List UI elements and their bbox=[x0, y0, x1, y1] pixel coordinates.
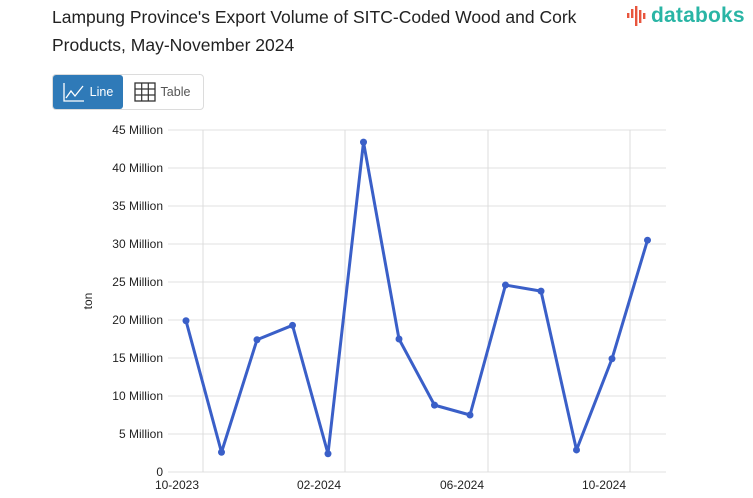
svg-text:25 Million: 25 Million bbox=[112, 275, 163, 289]
table-label: Table bbox=[160, 85, 191, 99]
data-points bbox=[182, 138, 651, 458]
svg-text:30 Million: 30 Million bbox=[112, 237, 163, 251]
data-point[interactable] bbox=[182, 317, 190, 325]
data-point[interactable] bbox=[360, 138, 367, 146]
data-point[interactable] bbox=[253, 336, 261, 344]
data-point[interactable] bbox=[431, 401, 438, 409]
data-point[interactable] bbox=[573, 446, 580, 454]
table-grid-icon bbox=[133, 82, 156, 102]
svg-text:0: 0 bbox=[156, 465, 163, 479]
svg-text:06-2024: 06-2024 bbox=[440, 478, 484, 492]
data-point[interactable] bbox=[289, 321, 296, 329]
databoks-logo[interactable]: databoks bbox=[626, 4, 745, 28]
svg-text:10-2024: 10-2024 bbox=[582, 478, 626, 492]
chart-grid bbox=[168, 129, 666, 473]
y-axis: 0 5 Million 10 Million 15 Million 20 Million… bbox=[112, 123, 163, 479]
logo-text: databoks bbox=[651, 4, 745, 27]
chart-title: Lampung Province's Export Volume of SITC… bbox=[52, 7, 577, 55]
line-label: Line bbox=[89, 85, 114, 99]
line-chart-icon bbox=[63, 83, 84, 102]
data-point[interactable] bbox=[218, 448, 225, 456]
line-view-button[interactable]: Line bbox=[53, 75, 123, 109]
data-point[interactable] bbox=[608, 355, 616, 363]
data-point[interactable] bbox=[395, 335, 403, 343]
data-point[interactable] bbox=[324, 450, 332, 458]
bar-wave-icon bbox=[627, 6, 646, 26]
data-point[interactable] bbox=[502, 281, 509, 289]
data-point[interactable] bbox=[466, 411, 474, 419]
svg-text:40 Million: 40 Million bbox=[112, 161, 163, 175]
svg-text:02-2024: 02-2024 bbox=[297, 478, 341, 492]
svg-text:10 Million: 10 Million bbox=[112, 389, 163, 403]
table-view-button[interactable]: Table bbox=[123, 75, 201, 109]
svg-text:15 Million: 15 Million bbox=[112, 351, 163, 365]
svg-text:10-2023: 10-2023 bbox=[155, 478, 199, 492]
svg-text:35 Million: 35 Million bbox=[112, 199, 163, 213]
view-toggle: Line Table bbox=[52, 74, 204, 110]
y-axis-label: ton bbox=[81, 293, 95, 310]
x-axis: 10-2023 02-2024 06-2024 10-2024 bbox=[155, 478, 626, 492]
svg-text:5 Million: 5 Million bbox=[119, 427, 163, 441]
svg-text:20 Million: 20 Million bbox=[112, 313, 163, 327]
data-point[interactable] bbox=[644, 236, 651, 244]
data-point[interactable] bbox=[537, 287, 545, 295]
svg-text:45 Million: 45 Million bbox=[112, 123, 163, 137]
series-line bbox=[184, 140, 649, 456]
